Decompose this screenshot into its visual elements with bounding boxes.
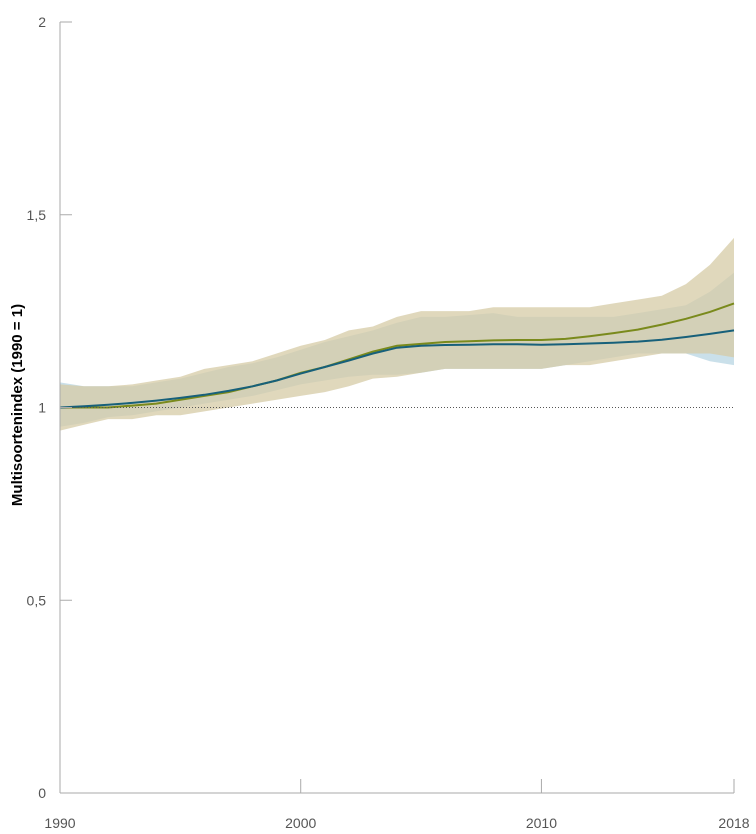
y-tick-label: 1,5 <box>27 207 47 223</box>
y-tick-label: 0,5 <box>27 592 47 608</box>
x-tick-label: 2010 <box>526 815 557 831</box>
confidence-bands <box>60 237 734 431</box>
confidence-band-1 <box>60 237 734 431</box>
x-tick-label: 2000 <box>285 815 316 831</box>
y-tick-label: 1 <box>38 400 46 416</box>
series-line-2 <box>59 329 735 409</box>
y-axis-title: Multisoortenindex (1990 = 1) <box>9 304 26 506</box>
x-tick-label: 2018 <box>718 815 749 831</box>
series-line-1 <box>60 302 735 409</box>
y-tick-label: 0 <box>38 785 46 801</box>
axes: 0 0,5 1 1,5 2 1990 2000 2010 2018 <box>27 14 750 831</box>
y-tick-label: 2 <box>38 14 46 30</box>
series-lines <box>59 302 735 409</box>
x-tick-label: 1990 <box>44 815 75 831</box>
